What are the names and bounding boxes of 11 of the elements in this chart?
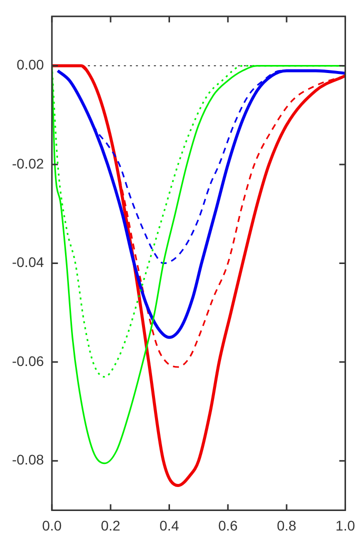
y-tick-label: -0.02	[12, 155, 44, 172]
x-tick-label: 0.8	[276, 517, 297, 534]
x-tick-label: 0.4	[160, 517, 180, 534]
x-tick-label: 0.0	[42, 517, 62, 534]
y-tick-label: 0.00	[16, 56, 44, 73]
x-tick-label: 0.2	[100, 517, 121, 534]
y-tick-label: -0.04	[12, 254, 44, 270]
x-tick-label: 1.0	[336, 517, 356, 534]
x-tick-label: 0.6	[218, 517, 238, 534]
y-tick-label: -0.08	[12, 452, 44, 468]
y-tick-label: -0.06	[12, 352, 44, 369]
